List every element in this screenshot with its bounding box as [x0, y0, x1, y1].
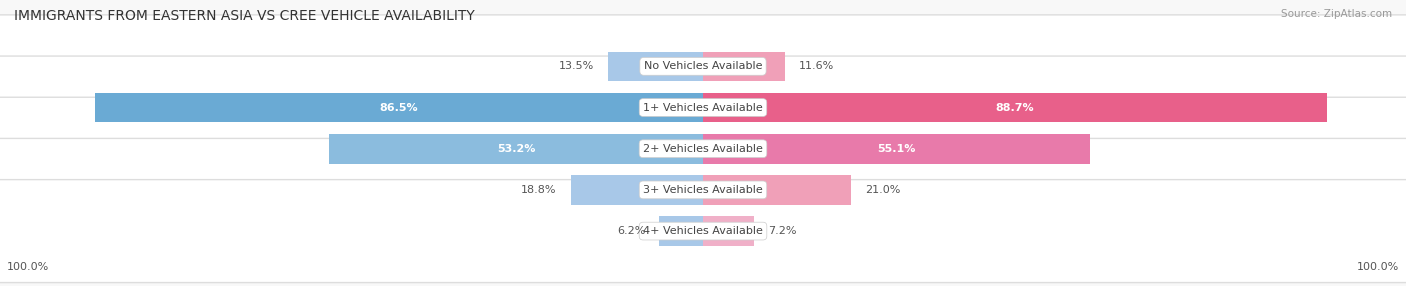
Text: 3+ Vehicles Available: 3+ Vehicles Available [643, 185, 763, 195]
Text: 2+ Vehicles Available: 2+ Vehicles Available [643, 144, 763, 154]
Bar [609, 51, 703, 81]
Text: 53.2%: 53.2% [496, 144, 536, 154]
Text: No Vehicles Available: No Vehicles Available [644, 61, 762, 71]
FancyBboxPatch shape [0, 138, 1406, 241]
Text: 18.8%: 18.8% [522, 185, 557, 195]
Bar [571, 175, 703, 205]
FancyBboxPatch shape [0, 97, 1406, 200]
Text: 11.6%: 11.6% [799, 61, 834, 71]
Text: 1+ Vehicles Available: 1+ Vehicles Available [643, 103, 763, 112]
Text: 21.0%: 21.0% [865, 185, 900, 195]
FancyBboxPatch shape [0, 56, 1406, 159]
Text: 4+ Vehicles Available: 4+ Vehicles Available [643, 226, 763, 236]
Text: 88.7%: 88.7% [995, 103, 1033, 112]
Text: 6.2%: 6.2% [617, 226, 645, 236]
Text: 100.0%: 100.0% [1357, 262, 1399, 272]
Text: IMMIGRANTS FROM EASTERN ASIA VS CREE VEHICLE AVAILABILITY: IMMIGRANTS FROM EASTERN ASIA VS CREE VEH… [14, 9, 475, 23]
Text: 86.5%: 86.5% [380, 103, 418, 112]
Bar [703, 51, 785, 81]
Text: 13.5%: 13.5% [558, 61, 593, 71]
Text: 100.0%: 100.0% [7, 262, 49, 272]
Text: 55.1%: 55.1% [877, 144, 915, 154]
Bar [703, 216, 754, 246]
FancyBboxPatch shape [0, 15, 1406, 118]
Bar [94, 93, 703, 122]
FancyBboxPatch shape [0, 180, 1406, 283]
Bar [703, 93, 1327, 122]
Bar [703, 175, 851, 205]
Bar [329, 134, 703, 164]
Text: Source: ZipAtlas.com: Source: ZipAtlas.com [1281, 9, 1392, 19]
Bar [703, 134, 1091, 164]
Bar [659, 216, 703, 246]
Text: 7.2%: 7.2% [768, 226, 796, 236]
